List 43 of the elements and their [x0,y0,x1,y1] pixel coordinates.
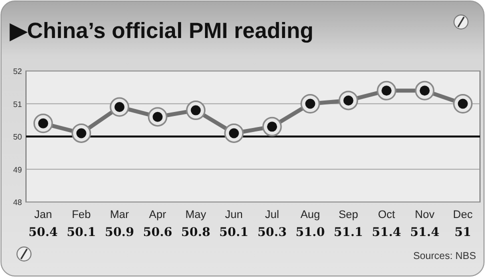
x-tick-label: Aug [300,209,320,221]
data-label: 51.4 [372,225,402,239]
x-tick-label: Mar [110,209,130,221]
point [33,114,53,134]
y-tick-label: 50 [13,132,23,142]
point [453,94,473,114]
x-tick-label: Jan [34,209,52,221]
y-tick-label: 48 [13,198,23,207]
point [300,94,320,114]
point [224,123,244,143]
data-label: 50.9 [104,225,134,239]
point [186,100,206,120]
x-tick-label: Jul [265,209,280,221]
data-label: 51 [454,225,472,239]
x-tick-label: Feb [72,209,91,221]
data-label: 50.4 [28,225,58,239]
x-tick-label: Sep [338,209,358,221]
data-label: 51.4 [410,225,440,239]
point [110,97,130,117]
data-label: 50.8 [181,225,210,239]
x-tick-label: Oct [378,209,396,221]
data-label: 50.1 [66,225,96,239]
data-label: 50.3 [257,225,287,239]
x-tick-label: Apr [149,209,167,221]
data-label: 50.6 [143,225,172,239]
x-tick-label: Dec [453,209,474,221]
point [262,116,282,136]
y-tick-label: 52 [13,67,23,76]
x-tick-label: Jun [225,209,243,221]
point [376,80,396,100]
point [338,90,358,110]
data-label: 51.0 [296,225,325,239]
data-label: 51.1 [334,225,363,239]
point [72,123,92,143]
x-tick-label: Nov [414,209,435,221]
chart-title: ▶China’s official PMI reading [9,18,314,43]
point [148,107,168,127]
y-tick-label: 51 [13,100,23,109]
x-tick-label: May [185,209,207,221]
point [414,80,434,100]
y-tick-label: 49 [13,165,23,174]
source-note: Sources: NBS [413,251,476,262]
data-label: 50.1 [219,225,249,239]
